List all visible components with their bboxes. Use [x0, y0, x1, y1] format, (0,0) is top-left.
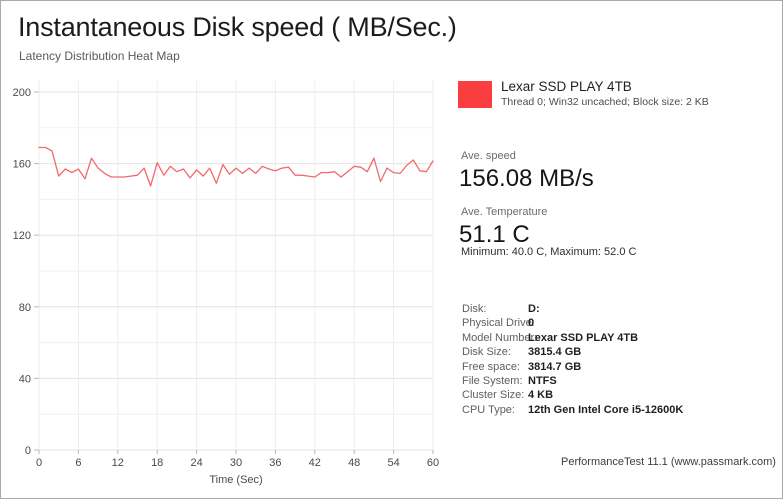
info-value: 12th Gen Intel Core i5-12600K [528, 403, 684, 416]
info-label: Cluster Size: [462, 389, 525, 402]
info-value: 4 KB [528, 389, 554, 402]
ave-temperature-label: Ave. Temperature [461, 206, 548, 218]
svg-text:42: 42 [309, 457, 321, 469]
app-version-footer: PerformanceTest 11.1 (www.passmark.com) [561, 456, 776, 468]
legend-series-detail: Thread 0; Win32 uncached; Block size: 2 … [501, 96, 709, 108]
info-value: NTFS [528, 375, 557, 388]
info-value: 3815.4 GB [528, 346, 582, 359]
page-subtitle: Latency Distribution Heat Map [19, 49, 180, 63]
legend-color-swatch [458, 81, 492, 108]
svg-text:120: 120 [13, 230, 31, 242]
info-label: File System: [462, 375, 523, 388]
svg-text:60: 60 [427, 457, 439, 469]
info-label: CPU Type: [462, 403, 515, 416]
svg-text:0: 0 [25, 445, 31, 457]
info-label: Free space: [462, 360, 521, 373]
info-value: D: [528, 303, 540, 315]
svg-text:18: 18 [151, 457, 163, 469]
ave-speed-value: 156.08 MB/s [459, 165, 594, 192]
svg-text:48: 48 [348, 457, 360, 469]
temperature-min-max: Minimum: 40.0 C, Maximum: 52.0 C [461, 246, 637, 258]
ave-speed-label: Ave. speed [461, 150, 516, 162]
svg-text:160: 160 [13, 159, 31, 171]
info-label: Physical Drive: [462, 317, 535, 330]
info-value: Lexar SSD PLAY 4TB [528, 331, 639, 344]
svg-text:12: 12 [112, 457, 124, 469]
disk-info-table: Disk: D: Physical Drive: 0 Model Number:… [462, 302, 683, 417]
svg-text:6: 6 [75, 457, 81, 469]
svg-text:80: 80 [19, 302, 31, 314]
svg-text:54: 54 [387, 457, 399, 469]
ave-temperature-value: 51.1 C [459, 221, 530, 248]
disk-speed-line-chart: 0 6 12 18 24 30 36 42 48 54 60 0 40 80 120 160 200 Time (… [13, 81, 439, 486]
page-title: Instantaneous Disk speed ( MB/Sec.) [18, 12, 457, 42]
info-value: 3814.7 GB [528, 360, 582, 373]
svg-text:40: 40 [19, 373, 31, 385]
svg-text:200: 200 [13, 87, 31, 99]
info-label: Disk: [462, 303, 487, 315]
svg-text:36: 36 [269, 457, 281, 469]
info-value: 0 [528, 317, 535, 330]
svg-text:24: 24 [190, 457, 202, 469]
svg-text:Time (Sec): Time (Sec) [209, 474, 262, 486]
info-label: Model Number: [462, 331, 538, 344]
legend-series-name: Lexar SSD PLAY 4TB [501, 79, 632, 94]
svg-text:0: 0 [36, 457, 42, 469]
info-label: Disk Size: [462, 346, 511, 359]
svg-text:30: 30 [230, 457, 242, 469]
